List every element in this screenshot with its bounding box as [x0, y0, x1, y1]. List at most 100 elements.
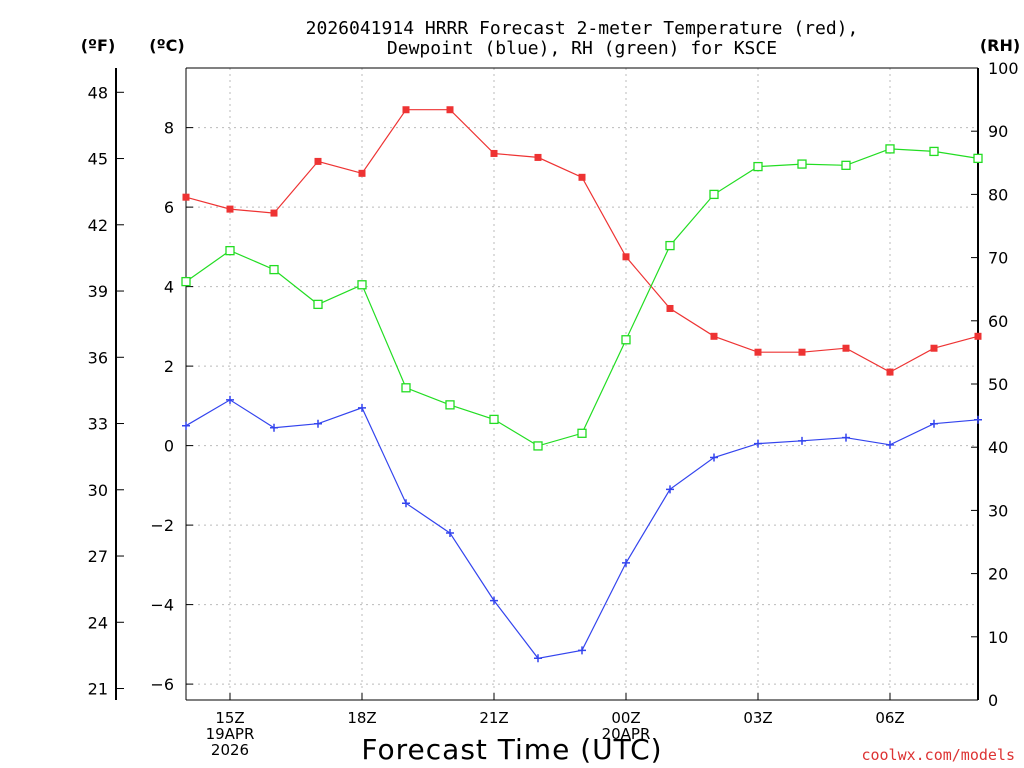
fahrenheit-tick-label: 27 — [88, 547, 108, 566]
dewpoint-point — [534, 654, 542, 663]
rh-point — [621, 335, 631, 345]
x-axis-label: Forecast Time (UTC) — [361, 733, 662, 766]
temperature-point — [666, 304, 674, 312]
dewpoint-point — [930, 419, 938, 428]
rh-tick-label: 10 — [988, 628, 1008, 647]
series-temperature — [182, 106, 982, 376]
temperature-point — [930, 344, 938, 352]
x-tick-label: 2026 — [211, 741, 249, 759]
temperature-point — [270, 209, 278, 217]
temperature-point — [886, 368, 894, 376]
dewpoint-point — [490, 596, 498, 605]
dewpoint-point — [446, 529, 454, 538]
x-tick-label: 18Z — [347, 709, 376, 727]
x-tick-label: 20APR — [602, 725, 651, 743]
temperature-point — [402, 106, 410, 114]
rh-tick-label: 70 — [988, 249, 1008, 268]
temperature-point — [974, 332, 982, 340]
temperature-point — [446, 106, 454, 114]
rh-unit-label: (RH) — [980, 36, 1020, 55]
dewpoint-point — [270, 423, 278, 432]
x-tick-label: 15Z — [215, 709, 244, 727]
rh-tick-label: 100 — [988, 59, 1019, 78]
temperature-point — [358, 169, 366, 177]
rh-point — [489, 414, 499, 425]
fahrenheit-tick-label: 24 — [88, 613, 108, 632]
rh-point — [753, 161, 763, 172]
dewpoint-point — [226, 395, 234, 404]
celsius-tick-label: 8 — [164, 119, 174, 138]
fahrenheit-tick-label: 39 — [88, 282, 108, 301]
rh-point — [665, 240, 675, 251]
celsius-tick-label: −2 — [150, 516, 174, 535]
rh-tick-label: 90 — [988, 122, 1008, 141]
x-tick-label: 19APR — [206, 725, 255, 743]
dewpoint-point — [798, 436, 806, 445]
rh-tick-label: 60 — [988, 312, 1008, 331]
x-tick-label: 03Z — [743, 709, 772, 727]
rh-tick-label: 0 — [988, 691, 998, 710]
dewpoint-point — [666, 485, 674, 494]
rh-tick-label: 80 — [988, 185, 1008, 204]
dewpoint-point — [886, 440, 894, 449]
dewpoint-point — [710, 453, 718, 462]
celsius-tick-label: −6 — [150, 675, 174, 694]
temperature-point — [314, 157, 322, 165]
rh-line — [185, 148, 979, 447]
grid-lines — [186, 68, 978, 700]
rh-point — [357, 280, 367, 290]
rh-tick-label: 30 — [988, 501, 1008, 520]
rh-point — [841, 160, 851, 170]
dewpoint-point — [754, 439, 762, 448]
chart-title-line-2: Dewpoint (blue), RH (green) for KSCE — [387, 38, 777, 59]
temperature-point — [182, 193, 190, 201]
temperature-point — [226, 205, 234, 213]
rh-point — [269, 264, 279, 275]
dewpoint-point — [358, 403, 366, 412]
rh-point — [401, 383, 411, 393]
rh-point — [181, 276, 191, 287]
series-rh — [181, 144, 983, 451]
rh-point — [445, 400, 455, 410]
fahrenheit-tick-label: 36 — [88, 348, 108, 367]
temperature-point — [710, 332, 718, 340]
rh-point — [225, 245, 235, 256]
celsius-tick-label: 4 — [164, 278, 174, 297]
rh-point — [313, 299, 323, 310]
rh-point — [929, 146, 939, 157]
celsius-tick-label: 2 — [164, 357, 174, 376]
rh-point — [533, 441, 543, 451]
fahrenheit-tick-label: 45 — [88, 150, 108, 169]
dewpoint-point — [182, 421, 190, 430]
x-tick-label: 06Z — [875, 709, 904, 727]
dewpoint-point — [314, 419, 322, 428]
axes — [115, 67, 979, 701]
axis-tick-labels: 21242730333639424548−6−4−202468010203040… — [88, 59, 1019, 759]
dewpoint-point — [842, 433, 850, 442]
rh-tick-label: 20 — [988, 565, 1008, 584]
dewpoint-point — [974, 415, 982, 424]
temperature-point — [754, 348, 762, 356]
dewpoint-line — [185, 399, 979, 659]
dewpoint-point — [578, 646, 586, 655]
fahrenheit-unit-label: (ºF) — [81, 36, 116, 55]
temperature-point — [490, 149, 498, 157]
rh-point — [577, 428, 587, 438]
rh-tick-label: 50 — [988, 375, 1008, 394]
temperature-point — [578, 173, 586, 181]
data-series — [181, 106, 983, 663]
chart-title-line-1: 2026041914 HRRR Forecast 2-meter Tempera… — [306, 18, 859, 39]
fahrenheit-tick-label: 48 — [88, 83, 108, 102]
temperature-point — [798, 348, 806, 356]
celsius-tick-label: −4 — [150, 596, 174, 615]
celsius-tick-label: 0 — [164, 437, 174, 456]
temperature-point — [534, 153, 542, 161]
rh-point — [885, 144, 895, 154]
celsius-unit-label: (ºC) — [149, 36, 184, 55]
rh-tick-label: 40 — [988, 438, 1008, 457]
credit-link[interactable]: coolwx.com/models — [861, 746, 1015, 764]
fahrenheit-tick-label: 21 — [88, 680, 108, 699]
fahrenheit-tick-label: 30 — [88, 481, 108, 500]
x-tick-label: 21Z — [479, 709, 508, 727]
